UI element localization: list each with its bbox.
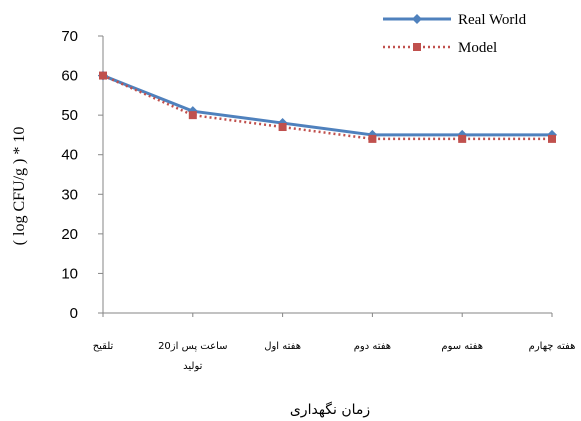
y-tick-label: 20 [61, 226, 78, 243]
x-tick-label: هفته اول [264, 341, 301, 352]
y-tick-label: 60 [61, 68, 78, 85]
data-point [278, 123, 287, 132]
y-axis: 0 10 20 30 40 50 60 70 [61, 28, 104, 322]
series-real-world [98, 70, 557, 140]
data-point [188, 111, 197, 120]
legend-item: Real World [383, 12, 527, 28]
y-tick-label: 70 [61, 28, 78, 45]
x-tick-label: هفته دوم [354, 341, 391, 352]
series-model [99, 71, 556, 143]
series-line [102, 74, 552, 137]
data-point [548, 134, 556, 143]
legend: Real World Model [383, 12, 527, 56]
x-tick-label: هفته سوم [441, 341, 483, 352]
y-tick-label: 30 [61, 186, 78, 203]
y-tick-label: 10 [61, 265, 78, 282]
y-axis-title: ( log CFU/g ) * 10 [11, 127, 28, 246]
x-tick-label: تلقیح [93, 341, 114, 352]
legend-label: Model [458, 40, 497, 56]
y-tick-label: 50 [61, 107, 78, 124]
x-axis-title: زمان نگهداری [290, 401, 370, 418]
x-tick-label: تولید [183, 361, 202, 372]
x-tick-label: هفته چهارم [529, 341, 576, 352]
legend-label: Real World [458, 12, 527, 28]
y-tick-label: 0 [70, 305, 78, 322]
legend-swatch-marker [413, 43, 421, 51]
series-line [102, 74, 552, 141]
data-point [99, 71, 107, 80]
y-tick-label: 40 [61, 147, 78, 164]
x-axis: تلقیح 20ساعت پس از تولید هفته اول هفته دوم هف… [93, 312, 576, 372]
data-point [368, 134, 377, 143]
series-lines [98, 70, 557, 143]
legend-swatch-marker [412, 14, 422, 24]
legend-item: Model [383, 40, 497, 56]
x-tick-label: 20ساعت پس از [158, 341, 227, 352]
data-point [458, 134, 467, 143]
